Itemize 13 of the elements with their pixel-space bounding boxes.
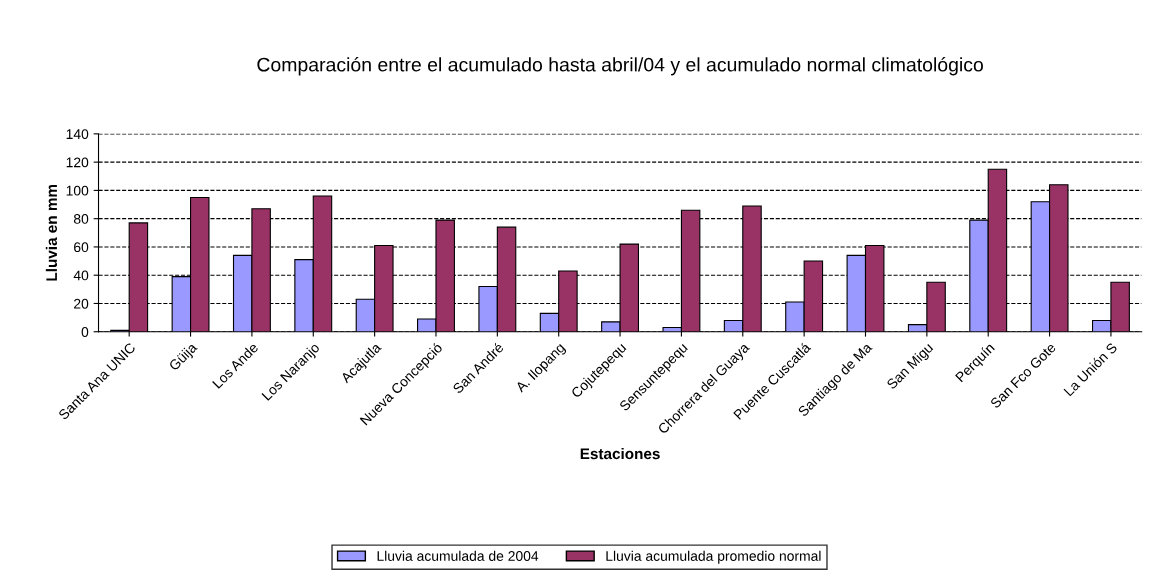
y-tick-label: 80 [73,214,89,224]
y-tick-label: 60 [74,242,89,253]
y-tick-label: 20 [74,298,89,309]
legend-label: Lluvia acumulada promedio normal [606,550,821,564]
x-axis-title: Estaciones [580,447,660,460]
y-axis-title: Lluvia en mm [45,184,58,281]
chart-title: Comparación entre el acumulado hasta abril/04 y el acumulado normal climatológico [257,57,983,76]
y-tick-label: 140 [66,129,89,140]
legend-label: Lluvia acumulada de 2004 [377,550,539,561]
y-tick-label: 40 [73,270,89,281]
y-tick-label: 0 [81,327,89,337]
y-tick-label: 120 [66,157,89,168]
y-tick-label: 100 [66,185,89,196]
